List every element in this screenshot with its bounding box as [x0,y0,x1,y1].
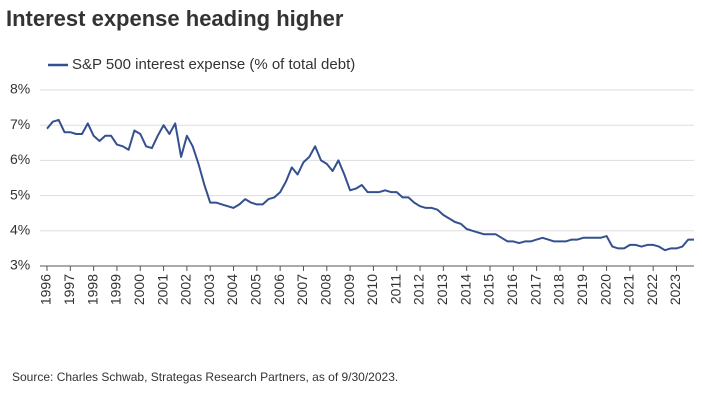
chart-title: Interest expense heading higher [6,6,344,31]
x-tick-label: 1998 [84,274,100,305]
x-tick-label: 2009 [341,274,357,305]
x-tick-label: 2023 [667,274,683,305]
y-tick-label: 7% [10,116,30,132]
x-tick-label: 1999 [108,274,124,305]
y-tick-label: 3% [10,257,30,273]
x-tick-label: 2016 [504,274,520,305]
y-tick-label: 5% [10,186,30,202]
x-tick-label: 2010 [364,274,380,305]
x-tick-label: 2021 [621,274,637,305]
y-tick-label: 8% [10,81,30,97]
x-tick-label: 2002 [178,274,194,305]
x-tick-label: 2000 [131,274,147,305]
x-tick-label: 2012 [411,274,427,305]
x-tick-label: 2011 [387,274,403,304]
legend-label: S&P 500 interest expense (% of total deb… [72,56,355,73]
x-tick-label: 2020 [597,274,613,305]
x-tick-label: 2006 [271,274,287,305]
source-note: Source: Charles Schwab, Strategas Resear… [12,370,398,384]
x-tick-label: 2003 [201,274,217,305]
x-tick-label: 2017 [527,274,543,305]
x-tick-label: 2008 [317,274,333,305]
x-tick-label: 2019 [574,274,590,305]
x-tick-label: 2022 [644,274,660,305]
x-tick-label: 2005 [248,274,264,305]
x-tick-label: 1997 [61,274,77,305]
x-tick-label: 2013 [434,274,450,305]
x-tick-label: 2018 [551,274,567,305]
data-line [46,118,694,252]
y-tick-label: 6% [10,151,30,167]
x-tick-label: 2001 [154,274,170,305]
y-tick-label: 4% [10,222,30,238]
x-tick-label: 2004 [224,274,240,305]
x-tick-label: 2014 [457,274,473,305]
x-tick-label: 2015 [481,274,497,305]
x-tick-label: 1996 [38,274,54,305]
x-tick-label: 2007 [294,274,310,305]
